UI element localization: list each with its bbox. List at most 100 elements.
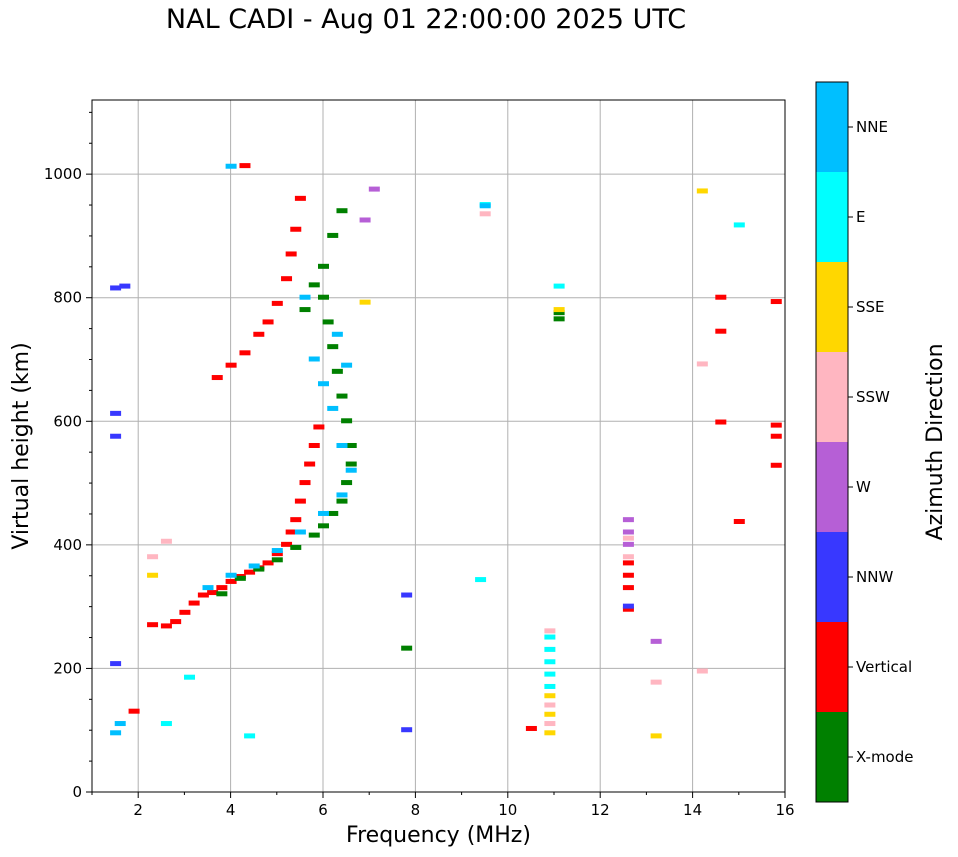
x-tick-label: 2: [133, 801, 143, 819]
colorbar-tick-label: NNW: [856, 568, 893, 586]
point-vertical: [262, 560, 274, 566]
point-x-mode: [331, 368, 343, 374]
data-points: [110, 163, 782, 739]
point-vertical: [304, 461, 316, 467]
point-x-mode: [308, 532, 320, 538]
point-nnw: [110, 661, 122, 667]
point-vertical: [197, 592, 209, 598]
point-vertical: [299, 480, 311, 486]
point-ssw: [544, 628, 556, 634]
point-vertical: [188, 600, 200, 606]
point-nnw: [110, 433, 122, 439]
point-vertical: [281, 541, 293, 547]
point-ssw: [544, 721, 556, 727]
point-vertical: [770, 299, 782, 305]
point-x-mode: [327, 510, 339, 516]
point-x-mode: [318, 523, 329, 529]
point-vertical: [239, 163, 251, 169]
point-vertical: [622, 572, 634, 578]
point-x-mode: [345, 443, 357, 448]
point-x-mode: [318, 263, 329, 269]
point-e: [160, 721, 172, 727]
point-x-mode: [401, 645, 413, 651]
colorbar-tick-label: X-mode: [856, 748, 913, 766]
point-e: [475, 577, 487, 583]
point-nne: [345, 467, 357, 473]
colorbar-swatch: [816, 262, 848, 352]
point-x-mode: [553, 310, 565, 316]
x-tick-label: 10: [498, 801, 517, 819]
point-x-mode: [336, 208, 348, 214]
point-ssw: [622, 535, 634, 541]
point-vertical: [308, 443, 320, 448]
point-vertical: [290, 517, 302, 523]
point-nne: [336, 492, 348, 498]
point-w: [368, 186, 380, 192]
point-w: [622, 517, 634, 523]
colorbar-swatch: [816, 442, 848, 532]
point-x-mode: [299, 307, 311, 313]
point-vertical: [179, 609, 191, 615]
point-vertical: [216, 585, 228, 591]
point-x-mode: [341, 418, 353, 424]
point-nne: [308, 356, 320, 362]
colorbar-tick-label: SSE: [856, 298, 885, 316]
point-sse: [544, 711, 556, 717]
point-e: [553, 283, 565, 289]
colorbar-swatch: [816, 352, 848, 442]
point-x-mode: [336, 498, 348, 504]
point-vertical: [294, 195, 306, 201]
point-sse: [696, 188, 708, 194]
point-nnw: [110, 410, 122, 416]
x-tick-label: 6: [318, 801, 328, 819]
point-x-mode: [271, 557, 283, 563]
colorbar-tick-label: Vertical: [856, 658, 912, 676]
point-vertical: [225, 578, 237, 584]
point-vertical: [128, 708, 140, 714]
point-nne: [294, 529, 306, 535]
point-nne: [271, 548, 283, 554]
x-axis-ticks: 2 4 6 8 10 12 14 16: [91, 792, 795, 819]
point-x-mode: [308, 282, 320, 288]
point-x-mode: [234, 575, 246, 581]
point-nne: [318, 510, 329, 516]
point-vertical: [622, 585, 634, 591]
y-tick-label: 800: [53, 289, 82, 307]
y-axis-label: Virtual height (km): [9, 342, 34, 549]
point-nne: [341, 362, 353, 368]
point-nnw: [622, 603, 634, 609]
point-x-mode: [216, 591, 228, 597]
point-vertical: [715, 328, 727, 334]
point-vertical: [770, 462, 782, 468]
point-sse: [359, 299, 371, 305]
point-ssw: [696, 668, 708, 674]
point-w: [622, 529, 634, 535]
point-vertical: [285, 529, 297, 535]
point-vertical: [239, 350, 251, 356]
colorbar: X-mode Vertical NNW W SSW SSE E NNE: [815, 81, 913, 803]
colorbar-swatch: [816, 712, 848, 802]
point-nne: [202, 585, 214, 591]
point-vertical: [147, 622, 159, 628]
colorbar-swatch: [816, 172, 848, 262]
y-tick-label: 0: [72, 783, 82, 801]
x-tick-label: 8: [411, 801, 421, 819]
point-e: [544, 683, 556, 689]
point-x-mode: [553, 316, 565, 322]
point-nne: [327, 405, 339, 411]
x-tick-label: 16: [775, 801, 794, 819]
y-tick-label: 600: [53, 412, 82, 430]
point-vertical: [622, 606, 634, 612]
colorbar-frame: [815, 81, 849, 803]
y-tick-label: 400: [53, 536, 82, 554]
point-vertical: [211, 375, 223, 381]
point-ssw: [696, 361, 708, 367]
point-ssw: [650, 679, 662, 685]
point-vertical: [290, 226, 302, 232]
colorbar-tick-label: SSW: [856, 388, 890, 406]
point-nnw: [119, 283, 131, 289]
point-w: [359, 217, 371, 223]
point-x-mode: [341, 480, 353, 486]
colorbar-swatch: [816, 622, 848, 712]
point-e: [733, 222, 745, 228]
